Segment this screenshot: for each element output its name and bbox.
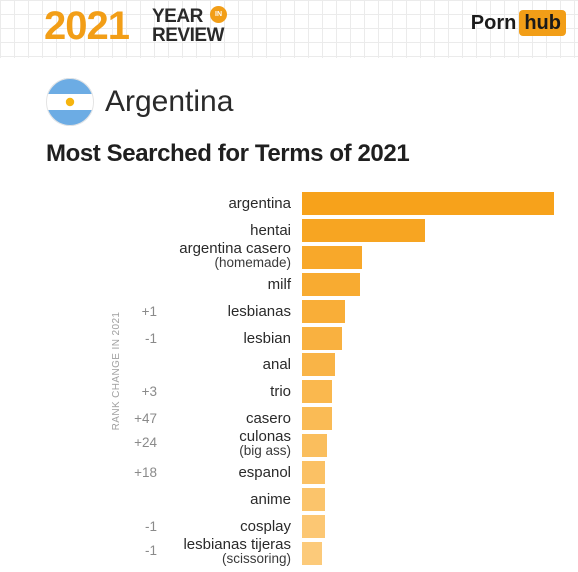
year-in-review-logo: 2021 YEAR IN REVIEW <box>44 4 244 50</box>
rank-change-value: +47 <box>134 411 157 427</box>
bar-milf <box>302 272 360 296</box>
term-text: anime <box>250 490 291 508</box>
brand-logo[interactable]: Porn hub <box>471 10 566 36</box>
term-label: argentina <box>228 196 291 211</box>
term-note: (scissoring) <box>221 550 291 566</box>
term-note: (big ass) <box>239 443 291 459</box>
term-label: anime <box>250 492 291 507</box>
term-label: espanol <box>238 465 291 480</box>
rank-change-value: +3 <box>141 384 157 400</box>
rank-change-value: -1 <box>144 518 157 534</box>
rank-change-value: -1 <box>144 542 157 558</box>
term-label: argentina casero (homemade) <box>179 241 291 270</box>
term-text: culonas <box>239 428 291 446</box>
term-text: casero <box>245 410 291 428</box>
term-label: hentai <box>250 223 291 238</box>
term-text: hentai <box>250 221 291 239</box>
bar-cosplay <box>302 514 325 538</box>
argentina-flag-icon <box>46 78 94 126</box>
bar-culonas <box>302 434 328 458</box>
brand-logo-second: hub <box>519 10 566 36</box>
bar-lesbian <box>302 326 343 350</box>
term-label: trio <box>270 384 291 399</box>
year-in-review-header: 2021 YEAR IN REVIEW Porn hub <box>0 0 578 58</box>
term-label: casero <box>246 411 291 426</box>
brand-logo-first: Porn <box>470 11 517 34</box>
term-text: lesbianas tijeras <box>183 535 291 553</box>
term-text: trio <box>270 383 291 401</box>
term-label: anal <box>263 357 291 372</box>
bar-argentina-casero <box>302 245 363 269</box>
term-label: culonas (big ass) <box>239 429 291 458</box>
country-name: Argentina <box>105 85 234 118</box>
year-word: YEAR <box>152 6 203 27</box>
review-word: REVIEW <box>152 25 224 46</box>
in-badge: IN <box>210 6 227 23</box>
bar-argentina <box>302 192 554 215</box>
term-text: espanol <box>238 464 291 481</box>
term-note: (homemade) <box>214 254 291 270</box>
term-label: lesbianas tijeras (scissoring) <box>183 537 291 566</box>
bar-anime <box>302 487 325 511</box>
term-label: lesbianas <box>228 304 291 319</box>
rank-change-value: +1 <box>141 303 157 319</box>
rank-change-value: +24 <box>134 435 157 451</box>
page-title: Most Searched for Terms of 2021 <box>46 140 410 167</box>
rank-change-value: -1 <box>144 330 157 346</box>
term-text: argentina casero <box>179 239 291 257</box>
bar-lesbianas-tijeras <box>302 541 323 565</box>
term-text: anal <box>262 356 291 374</box>
term-label: milf <box>268 277 291 292</box>
term-text: lesbian <box>243 329 291 347</box>
term-text: cosplay <box>240 517 291 535</box>
term-text: milf <box>267 275 291 293</box>
bar-hentai <box>302 218 426 242</box>
country-heading: Argentina <box>46 76 233 128</box>
term-label: cosplay <box>240 519 291 534</box>
bar-anal <box>302 353 335 377</box>
bar-espanol <box>302 461 325 484</box>
rank-change-value: +18 <box>134 465 157 480</box>
term-text: argentina <box>228 195 291 212</box>
year-label: 2021 <box>44 4 130 48</box>
bar-lesbianas <box>302 299 345 323</box>
term-label: lesbian <box>243 331 291 346</box>
term-text: lesbianas <box>227 302 291 320</box>
bar-casero <box>302 407 333 431</box>
bar-trio <box>302 380 333 404</box>
